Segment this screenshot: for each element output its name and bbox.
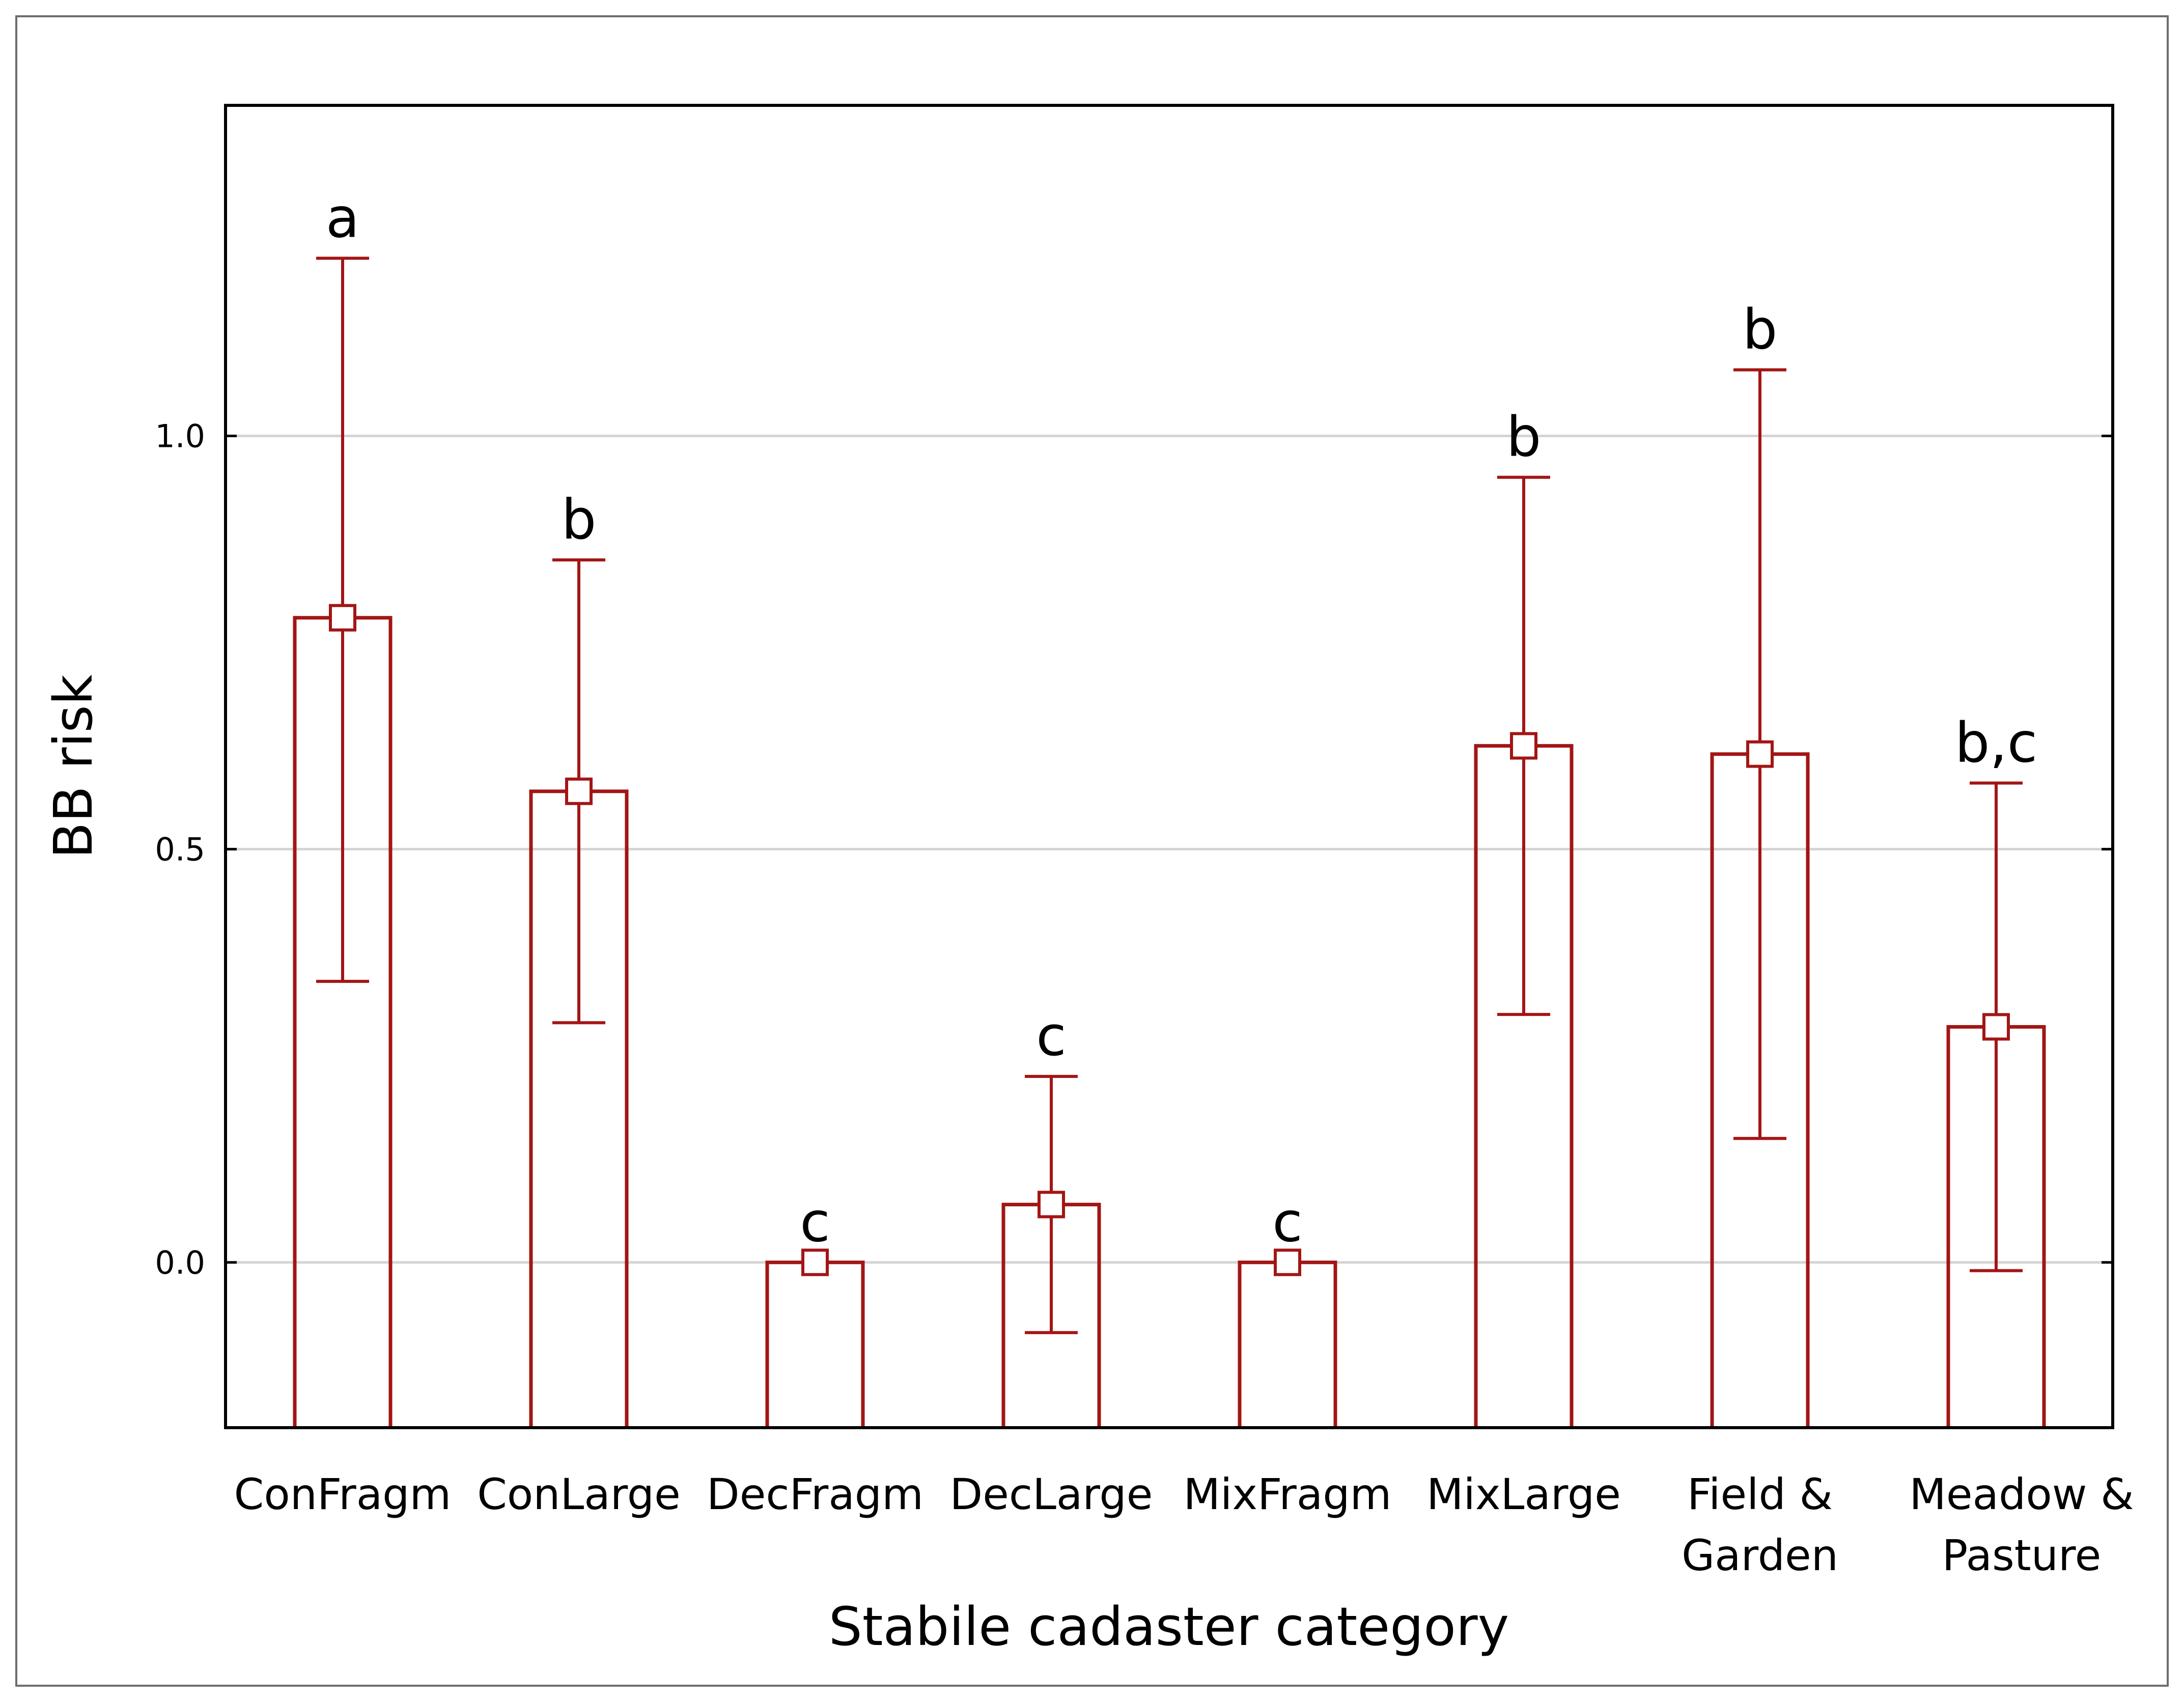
mean-marker-3 xyxy=(1038,1190,1065,1218)
x-category-label-7-line-0: Meadow & xyxy=(1909,1469,2134,1519)
x-category-label-6-line-0: Field & xyxy=(1687,1469,1833,1519)
y-tick-label-2: 1.0 xyxy=(155,418,205,455)
y-tick-label-1: 0.5 xyxy=(155,831,205,868)
significance-label-4: c xyxy=(1272,1190,1302,1254)
mean-marker-2 xyxy=(801,1249,829,1276)
significance-label-6: b xyxy=(1743,298,1778,362)
x-category-label-2: DecFragm xyxy=(707,1469,923,1519)
significance-label-7: b,c xyxy=(1955,711,2037,775)
mean-marker-7 xyxy=(1982,1013,2010,1041)
mean-marker-1 xyxy=(565,777,593,805)
x-category-label-1: ConLarge xyxy=(477,1469,681,1519)
mean-marker-5 xyxy=(1510,732,1537,760)
y-axis-title: BB risk xyxy=(42,674,104,859)
y-tick-label-0: 0.0 xyxy=(155,1244,205,1281)
bar-4 xyxy=(1238,1260,1337,1428)
x-category-label-3: DecLarge xyxy=(950,1469,1153,1519)
significance-label-1: b xyxy=(562,488,597,552)
bar-2 xyxy=(765,1260,865,1428)
x-axis-category-labels: ConFragm ConLarge DecFragm DecLarge MixFragm… xyxy=(234,1469,2134,1580)
x-category-label-6-line-1: Garden xyxy=(1682,1530,1838,1580)
significance-label-3: c xyxy=(1036,1005,1066,1068)
significance-labels: a b c c c b b b,c xyxy=(326,186,2037,1254)
x-axis-title: Stabile cadaster category xyxy=(829,1596,1509,1658)
gridlines xyxy=(226,435,2113,1264)
significance-label-0: a xyxy=(326,186,359,250)
x-category-label-0: ConFragm xyxy=(234,1469,452,1519)
mean-marker-6 xyxy=(1746,740,1774,768)
x-category-label-7-line-1: Pasture xyxy=(1942,1530,2102,1580)
figure-frame xyxy=(15,15,2169,1687)
mean-marker-0 xyxy=(329,604,356,632)
significance-label-2: c xyxy=(800,1190,830,1254)
x-category-label-4: MixFragm xyxy=(1184,1469,1392,1519)
mean-markers xyxy=(329,604,2010,1276)
y-axis-ticks: 0.0 0.5 1.0 xyxy=(155,418,2113,1281)
x-category-label-5: MixLarge xyxy=(1426,1469,1621,1519)
significance-label-5: b xyxy=(1506,406,1542,469)
plot-area-border xyxy=(224,104,2114,1429)
mean-marker-4 xyxy=(1274,1249,1301,1276)
